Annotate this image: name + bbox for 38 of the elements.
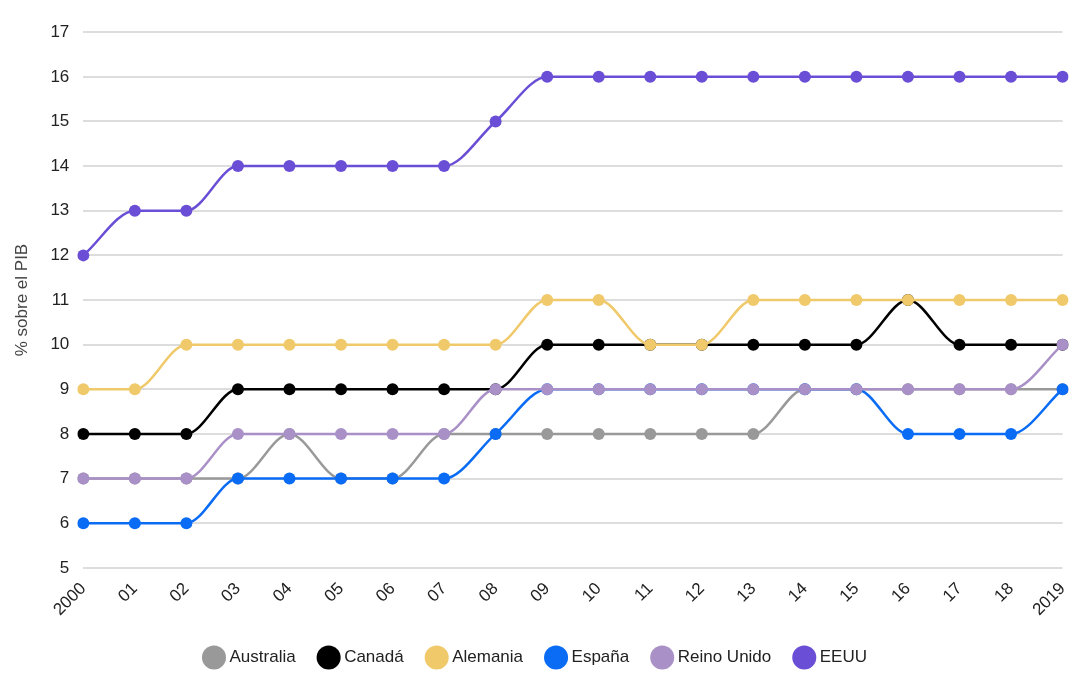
x-tick-label: 02 <box>165 578 193 606</box>
y-tick-label: 16 <box>50 66 70 86</box>
x-tick-label: 03 <box>217 578 245 606</box>
y-tick-label: 17 <box>50 21 70 41</box>
x-tick-label: 08 <box>474 578 502 606</box>
x-tick-label: 16 <box>887 578 915 606</box>
y-tick-label: 7 <box>59 468 70 488</box>
x-tick-label: 04 <box>268 578 296 606</box>
legend-label: Australia <box>229 647 297 667</box>
y-tick-label: 15 <box>50 111 70 131</box>
x-tick-label: 11 <box>630 578 657 605</box>
x-tick-label: 14 <box>784 578 812 606</box>
legend-label: España <box>571 647 630 667</box>
x-tick-label: 05 <box>320 578 348 606</box>
x-tick-label: 15 <box>835 578 863 606</box>
y-tick-label: 11 <box>51 289 70 309</box>
x-tick-label: 10 <box>578 578 605 606</box>
y-tick-label: 5 <box>59 557 70 577</box>
y-tick-label: 12 <box>50 245 70 265</box>
legend-label: Reino Unido <box>677 647 772 667</box>
x-tick-label: 06 <box>371 578 399 606</box>
legend-label: EEUU <box>819 647 868 667</box>
x-tick-label: 07 <box>423 578 451 606</box>
x-tick-label: 01 <box>114 578 141 606</box>
legend-label: Canadá <box>344 647 405 667</box>
x-tick-label: 13 <box>732 578 760 606</box>
x-tick-label: 09 <box>526 578 554 606</box>
y-tick-label: 8 <box>59 423 70 443</box>
y-tick-label: 9 <box>59 378 70 398</box>
x-tick-label: 17 <box>938 578 966 606</box>
legend-label: Alemania <box>452 647 524 667</box>
y-tick-label: 10 <box>50 334 70 354</box>
y-axis-title: % sobre el PIB <box>11 243 31 357</box>
x-tick-label: 12 <box>681 578 708 606</box>
y-tick-label: 13 <box>50 200 70 220</box>
x-tick-label: 18 <box>990 578 1018 606</box>
y-tick-label: 14 <box>50 155 70 175</box>
y-tick-label: 6 <box>59 512 70 532</box>
